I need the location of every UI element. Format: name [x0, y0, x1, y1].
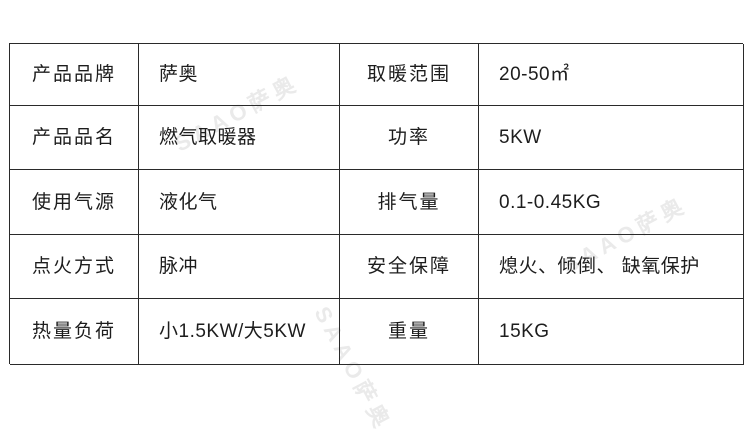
product-brand-value: 萨奥 [139, 44, 340, 106]
safety-protection-value: 熄火、倾倒、 缺氧保护 [479, 235, 744, 299]
product-brand-label: 产品品牌 [10, 44, 139, 106]
product-name-label: 产品品名 [10, 106, 139, 170]
ignition-method-label: 点火方式 [10, 235, 139, 299]
weight-label: 重量 [340, 299, 479, 365]
power-value: 5KW [479, 106, 744, 170]
safety-protection-label: 安全保障 [340, 235, 479, 299]
product-spec-table: 产品品牌 萨奥 取暖范围 20-50㎡ 产品品名 燃气取暖器 功率 5KW 使用… [9, 43, 744, 365]
exhaust-volume-label: 排气量 [340, 170, 479, 235]
exhaust-volume-value: 0.1-0.45KG [479, 170, 744, 235]
product-spec-sheet: SAAO萨奥 SAAO萨奥 SAAO萨奥 产品品牌 萨奥 取暖范围 20-50㎡… [9, 43, 744, 436]
gas-source-label: 使用气源 [10, 170, 139, 235]
gas-source-value: 液化气 [139, 170, 340, 235]
ignition-method-value: 脉冲 [139, 235, 340, 299]
weight-value: 15KG [479, 299, 744, 365]
power-label: 功率 [340, 106, 479, 170]
heat-load-value: 小1.5KW/大5KW [139, 299, 340, 365]
heating-range-value: 20-50㎡ [479, 44, 744, 106]
product-name-value: 燃气取暖器 [139, 106, 340, 170]
heating-range-label: 取暖范围 [340, 44, 479, 106]
heat-load-label: 热量负荷 [10, 299, 139, 365]
